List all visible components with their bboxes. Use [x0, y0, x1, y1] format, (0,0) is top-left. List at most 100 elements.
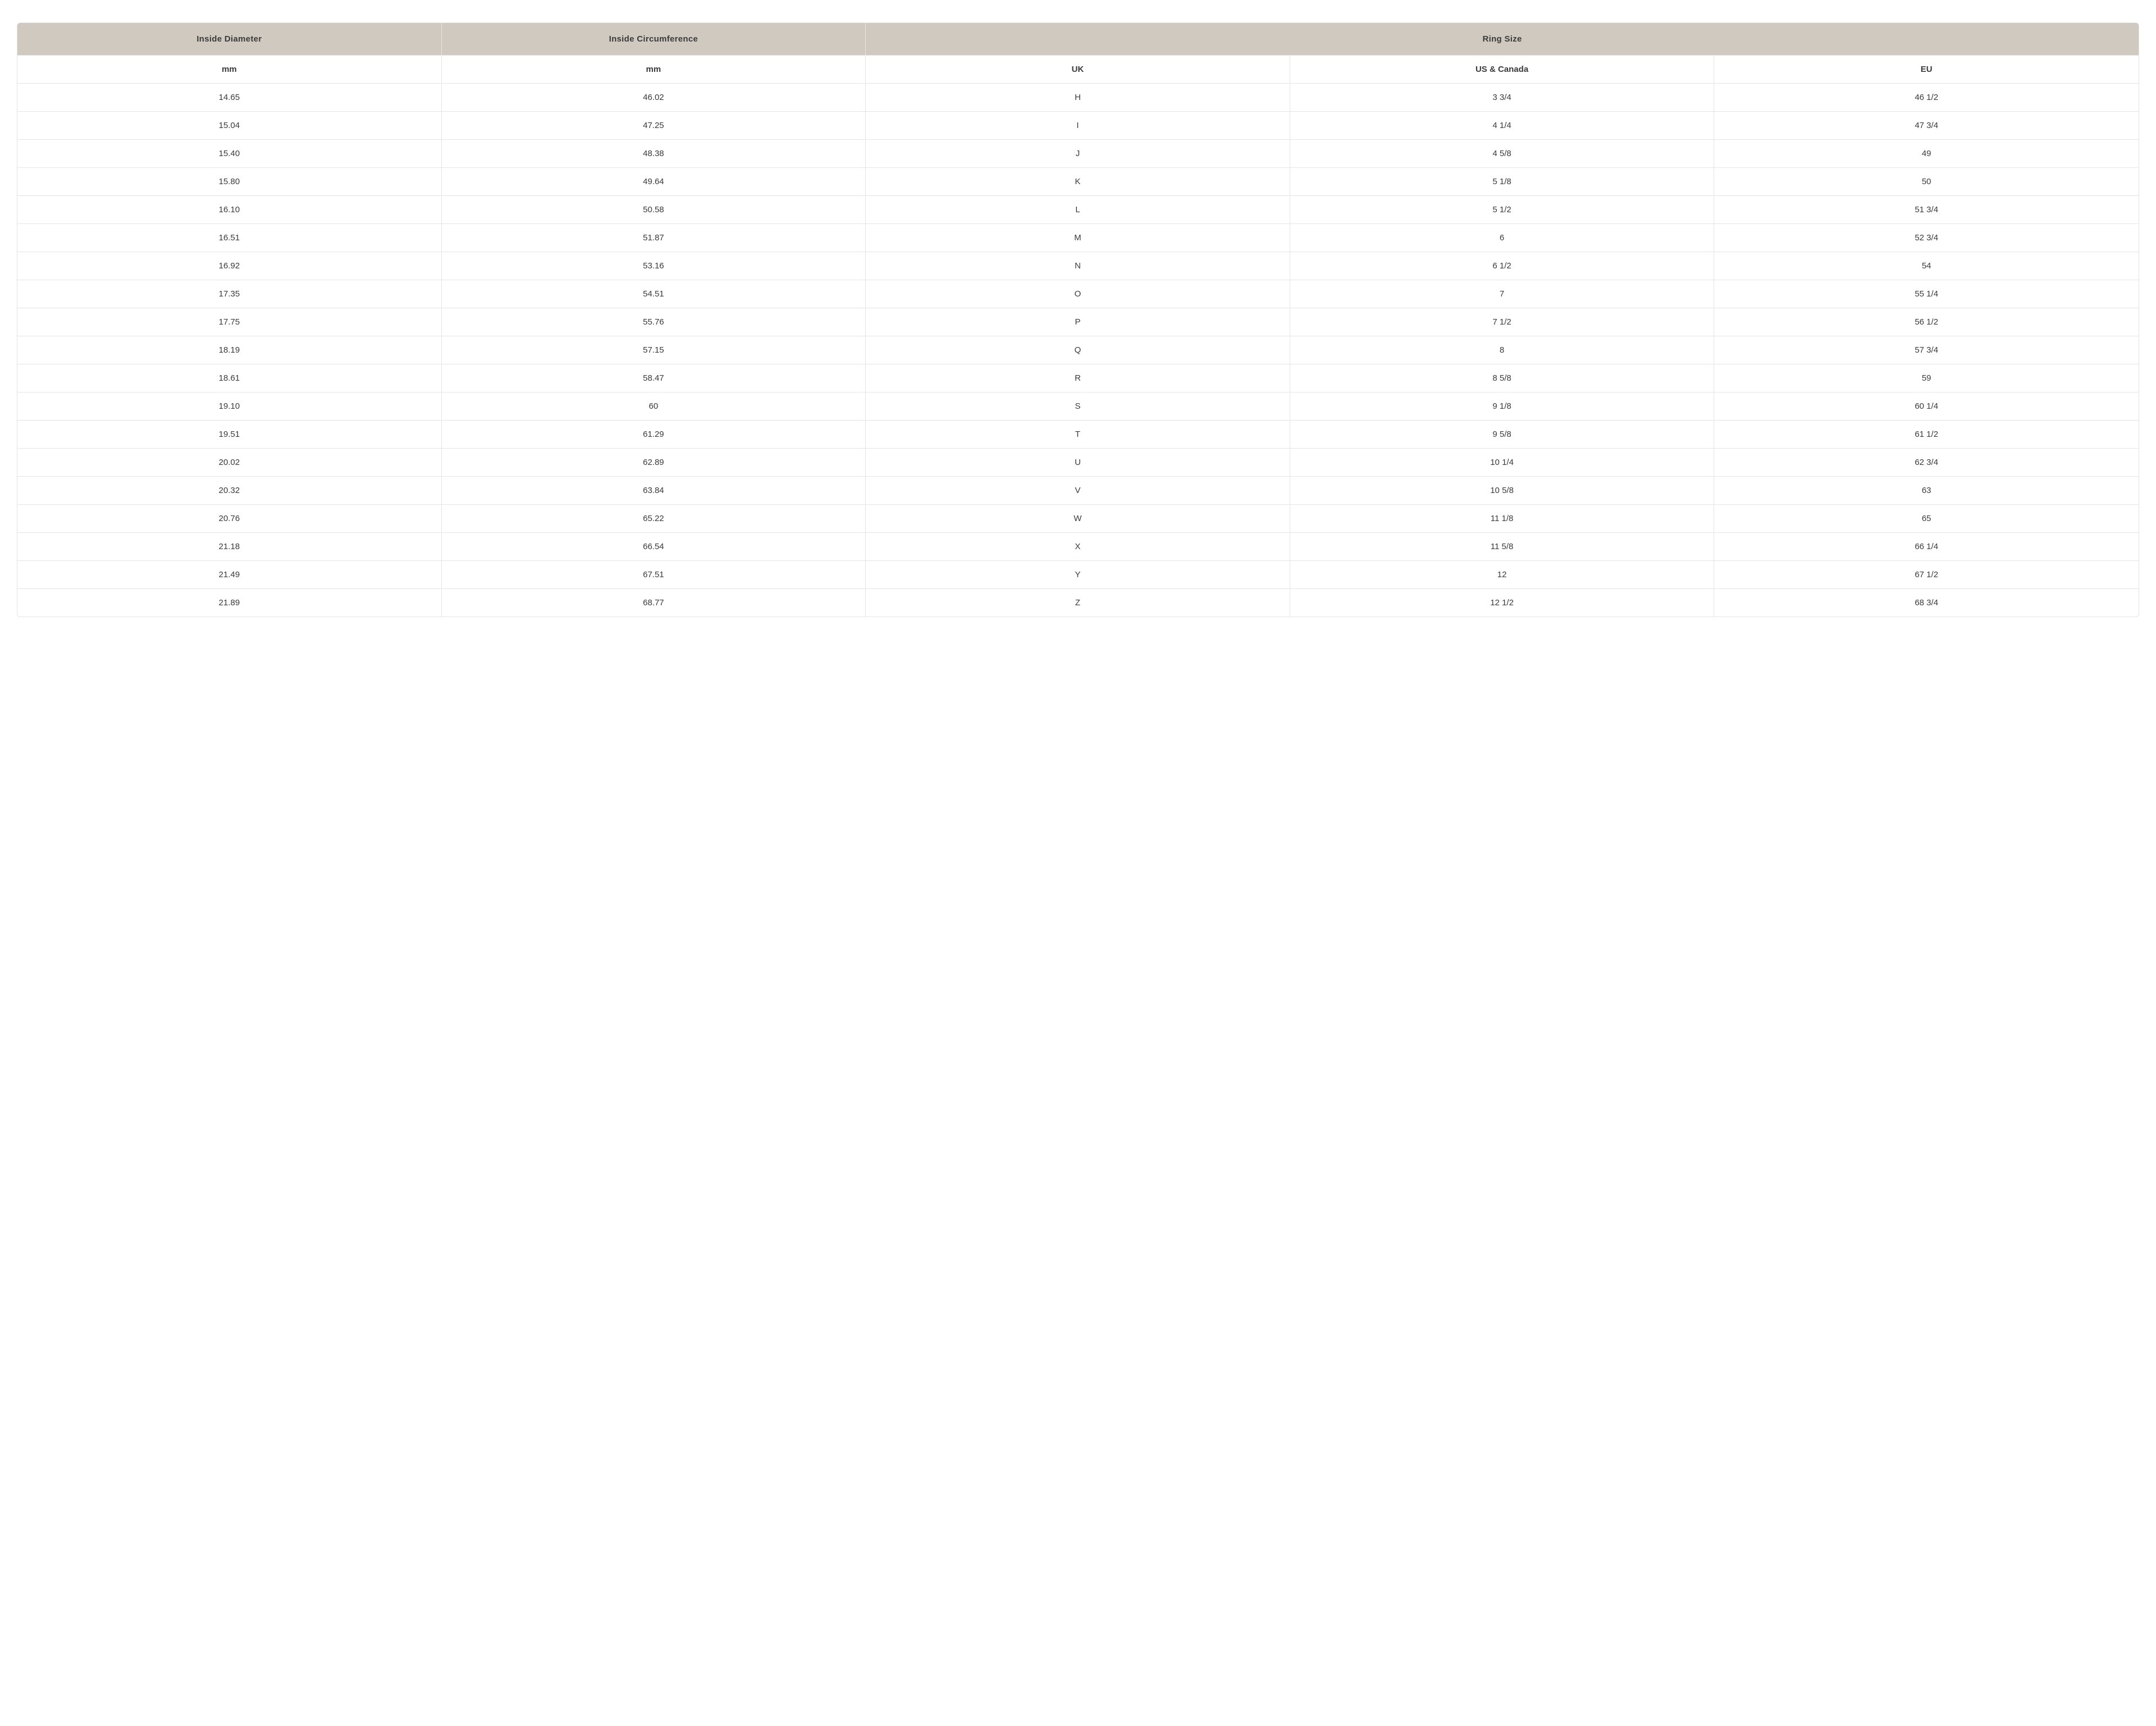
col-header-diameter: Inside Diameter	[17, 23, 442, 56]
table-cell: 7	[1290, 280, 1715, 308]
table-cell: 6	[1290, 224, 1715, 252]
col-subheader-eu: EU	[1714, 56, 2139, 84]
table-cell: Y	[866, 561, 1290, 589]
table-row: 19.5161.29T9 5/861 1/2	[17, 421, 2139, 449]
table-cell: 20.32	[17, 477, 442, 505]
table-cell: 65	[1714, 505, 2139, 533]
table-cell: 9 1/8	[1290, 392, 1715, 421]
table-cell: 5 1/2	[1290, 196, 1715, 224]
table-cell: 16.92	[17, 252, 442, 280]
table-cell: 50	[1714, 168, 2139, 196]
table-cell: 51 3/4	[1714, 196, 2139, 224]
table-cell: 65.22	[442, 505, 866, 533]
table-cell: 4 1/4	[1290, 112, 1715, 140]
table-cell: 46 1/2	[1714, 84, 2139, 112]
table-cell: 59	[1714, 364, 2139, 392]
table-cell: 58.47	[442, 364, 866, 392]
table-cell: 3 3/4	[1290, 84, 1715, 112]
table-cell: 54	[1714, 252, 2139, 280]
ring-size-table: Inside Diameter Inside Circumference Rin…	[17, 22, 2139, 617]
table-cell: 18.61	[17, 364, 442, 392]
table-row: 17.3554.51O755 1/4	[17, 280, 2139, 308]
table-row: 20.0262.89U10 1/462 3/4	[17, 449, 2139, 477]
table-cell: 19.51	[17, 421, 442, 449]
table-row: 16.5151.87M652 3/4	[17, 224, 2139, 252]
table-cell: 62.89	[442, 449, 866, 477]
table-cell: 49	[1714, 140, 2139, 168]
table-row: 17.7555.76P7 1/256 1/2	[17, 308, 2139, 336]
table-cell: 55.76	[442, 308, 866, 336]
table-cell: 61.29	[442, 421, 866, 449]
table-cell: 50.58	[442, 196, 866, 224]
table-row: 20.3263.84V10 5/863	[17, 477, 2139, 505]
table-cell: 60	[442, 392, 866, 421]
table-cell: 15.40	[17, 140, 442, 168]
table-cell: 21.18	[17, 533, 442, 561]
table-row: 15.0447.25I4 1/447 3/4	[17, 112, 2139, 140]
table-cell: V	[866, 477, 1290, 505]
table-row: 16.1050.58L5 1/251 3/4	[17, 196, 2139, 224]
table-cell: 15.80	[17, 168, 442, 196]
table-cell: 21.89	[17, 589, 442, 617]
table-cell: H	[866, 84, 1290, 112]
table-cell: 10 5/8	[1290, 477, 1715, 505]
table-cell: 10 1/4	[1290, 449, 1715, 477]
table-cell: 19.10	[17, 392, 442, 421]
table-row: 20.7665.22W11 1/865	[17, 505, 2139, 533]
table-cell: 63.84	[442, 477, 866, 505]
table-cell: O	[866, 280, 1290, 308]
table-cell: 46.02	[442, 84, 866, 112]
table-cell: 17.35	[17, 280, 442, 308]
table-cell: 20.02	[17, 449, 442, 477]
table-header-row-main: Inside Diameter Inside Circumference Rin…	[17, 23, 2139, 56]
table-cell: 68.77	[442, 589, 866, 617]
table-cell: L	[866, 196, 1290, 224]
table-cell: 60 1/4	[1714, 392, 2139, 421]
table-cell: U	[866, 449, 1290, 477]
table-cell: R	[866, 364, 1290, 392]
table-cell: 7 1/2	[1290, 308, 1715, 336]
table-cell: 8 5/8	[1290, 364, 1715, 392]
table-row: 18.1957.15Q857 3/4	[17, 336, 2139, 364]
table-cell: 52 3/4	[1714, 224, 2139, 252]
table-cell: 67.51	[442, 561, 866, 589]
table-cell: 12	[1290, 561, 1715, 589]
table-row: 16.9253.16N6 1/254	[17, 252, 2139, 280]
table-cell: 48.38	[442, 140, 866, 168]
table-cell: 57 3/4	[1714, 336, 2139, 364]
table-body: 14.6546.02H3 3/446 1/215.0447.25I4 1/447…	[17, 84, 2139, 617]
table-cell: 66 1/4	[1714, 533, 2139, 561]
col-subheader-circumference-unit: mm	[442, 56, 866, 84]
table-cell: I	[866, 112, 1290, 140]
col-header-ringsize: Ring Size	[866, 23, 2139, 56]
table-cell: 12 1/2	[1290, 589, 1715, 617]
table-cell: 55 1/4	[1714, 280, 2139, 308]
table-row: 19.1060S9 1/860 1/4	[17, 392, 2139, 421]
table-cell: T	[866, 421, 1290, 449]
table-cell: M	[866, 224, 1290, 252]
table-cell: 66.54	[442, 533, 866, 561]
col-subheader-uk: UK	[866, 56, 1290, 84]
table-cell: 8	[1290, 336, 1715, 364]
table-row: 21.8968.77Z12 1/268 3/4	[17, 589, 2139, 617]
table-cell: 53.16	[442, 252, 866, 280]
table-cell: 21.49	[17, 561, 442, 589]
table-row: 18.6158.47R8 5/859	[17, 364, 2139, 392]
table-cell: 68 3/4	[1714, 589, 2139, 617]
table-cell: W	[866, 505, 1290, 533]
table-cell: K	[866, 168, 1290, 196]
table-cell: Q	[866, 336, 1290, 364]
table-row: 21.1866.54X11 5/866 1/4	[17, 533, 2139, 561]
table-cell: 16.10	[17, 196, 442, 224]
table-cell: 11 1/8	[1290, 505, 1715, 533]
table-cell: 67 1/2	[1714, 561, 2139, 589]
table-cell: 14.65	[17, 84, 442, 112]
table-cell: 6 1/2	[1290, 252, 1715, 280]
table-cell: 16.51	[17, 224, 442, 252]
table-cell: 49.64	[442, 168, 866, 196]
table-cell: 56 1/2	[1714, 308, 2139, 336]
table-cell: 11 5/8	[1290, 533, 1715, 561]
table-cell: 54.51	[442, 280, 866, 308]
table-cell: 63	[1714, 477, 2139, 505]
table-cell: Z	[866, 589, 1290, 617]
